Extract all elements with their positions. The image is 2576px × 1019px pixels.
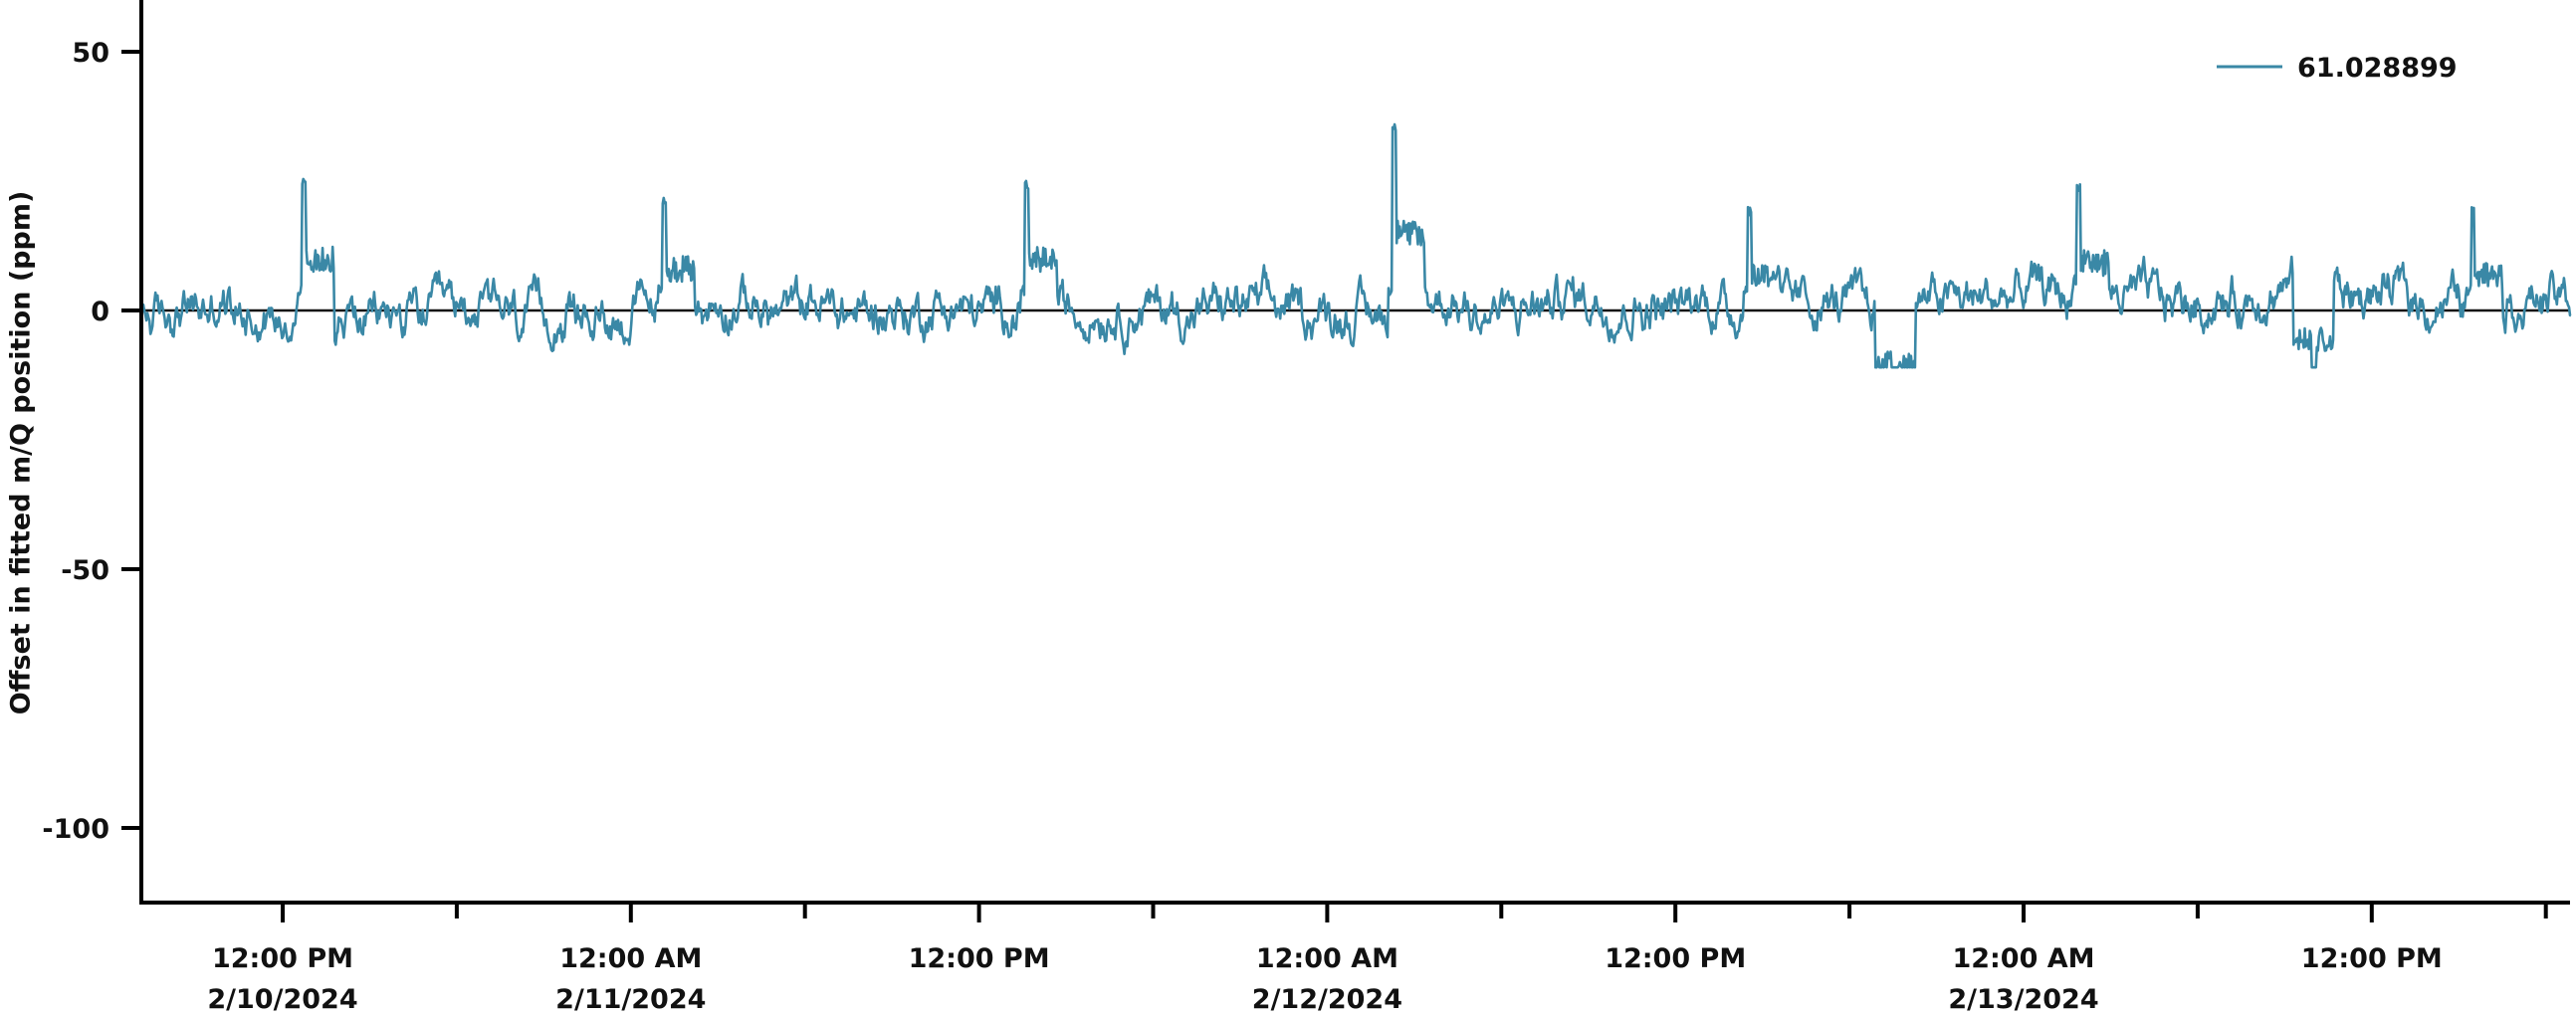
y-tick-label: 0 [91,297,109,327]
y-tick-label: -100 [42,814,109,845]
x-tick-label-time: 12:00 PM [1605,943,1746,974]
y-tick-label: 50 [72,38,109,69]
x-tick-label-time: 12:00 AM [1256,943,1398,974]
x-tick-label-date: 2/12/2024 [1252,984,1402,1015]
legend-label: 61.028899 [2297,53,2458,84]
x-tick-label-time: 12:00 AM [1952,943,2094,974]
y-axis-ticks: 50 0 -50 -100 [42,38,141,845]
x-axis-ticks: 12:00 PM 2/10/2024 12:00 AM 2/11/2024 12:00 … [207,903,2548,1015]
legend: 61.028899 [2217,53,2458,84]
x-tick-label-date: 2/10/2024 [207,984,357,1015]
x-tick-label-date: 2/11/2024 [555,984,706,1015]
series-61-028899-line [140,122,2572,369]
series-line [140,122,2572,369]
y-axis-label: Offset in fitted m/Q position (ppm) [6,191,37,715]
x-tick-label-date: 2/13/2024 [1948,984,2098,1015]
x-tick-label-time: 12:00 AM [559,943,702,974]
x-tick-label-time: 12:00 PM [909,943,1050,974]
x-tick-label-time: 12:00 PM [212,943,353,974]
y-tick-label: -50 [61,555,109,586]
x-tick-label-time: 12:00 PM [2301,943,2443,974]
